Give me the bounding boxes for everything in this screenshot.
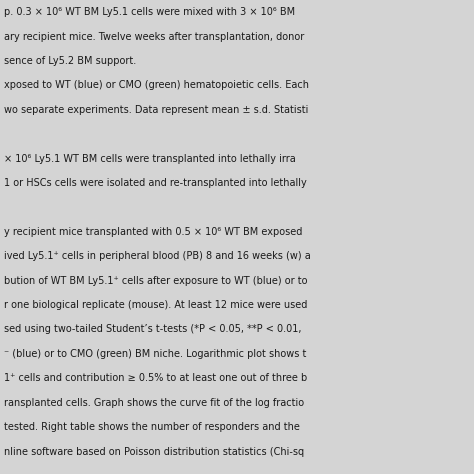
- Text: ary recipient mice. Twelve weeks after transplantation, donor: ary recipient mice. Twelve weeks after t…: [4, 32, 304, 42]
- Text: r one biological replicate (mouse). At least 12 mice were used: r one biological replicate (mouse). At l…: [4, 300, 307, 310]
- Text: sence of Ly5.2 BM support.: sence of Ly5.2 BM support.: [4, 56, 136, 66]
- Text: 1⁺ cells and contribution ≥ 0.5% to at least one out of three b: 1⁺ cells and contribution ≥ 0.5% to at l…: [4, 374, 307, 383]
- Text: ⁻ (blue) or to CMO (green) BM niche. Logarithmic plot shows t: ⁻ (blue) or to CMO (green) BM niche. Log…: [4, 349, 306, 359]
- Text: sed using two-tailed Student’s t-tests (*P < 0.05, **P < 0.01,: sed using two-tailed Student’s t-tests (…: [4, 325, 301, 335]
- Text: ived Ly5.1⁺ cells in peripheral blood (PB) 8 and 16 weeks (w) a: ived Ly5.1⁺ cells in peripheral blood (P…: [4, 251, 310, 261]
- Text: bution of WT BM Ly5.1⁺ cells after exposure to WT (blue) or to: bution of WT BM Ly5.1⁺ cells after expos…: [4, 276, 307, 286]
- Text: ransplanted cells. Graph shows the curve fit of the log fractio: ransplanted cells. Graph shows the curve…: [4, 398, 304, 408]
- Text: p. 0.3 × 10⁶ WT BM Ly5.1 cells were mixed with 3 × 10⁶ BM: p. 0.3 × 10⁶ WT BM Ly5.1 cells were mixe…: [4, 7, 295, 17]
- Text: nline software based on Poisson distribution statistics (Chi-sq: nline software based on Poisson distribu…: [4, 447, 304, 456]
- Text: × 10⁶ Ly5.1 WT BM cells were transplanted into lethally irra: × 10⁶ Ly5.1 WT BM cells were transplante…: [4, 154, 296, 164]
- Text: wo separate experiments. Data represent mean ± s.d. Statisti: wo separate experiments. Data represent …: [4, 105, 308, 115]
- Text: xposed to WT (blue) or CMO (green) hematopoietic cells. Each: xposed to WT (blue) or CMO (green) hemat…: [4, 81, 309, 91]
- Text: 1 or HSCs cells were isolated and re-transplanted into lethally: 1 or HSCs cells were isolated and re-tra…: [4, 178, 307, 188]
- Text: tested. Right table shows the number of responders and the: tested. Right table shows the number of …: [4, 422, 300, 432]
- Text: y recipient mice transplanted with 0.5 × 10⁶ WT BM exposed: y recipient mice transplanted with 0.5 ×…: [4, 227, 302, 237]
